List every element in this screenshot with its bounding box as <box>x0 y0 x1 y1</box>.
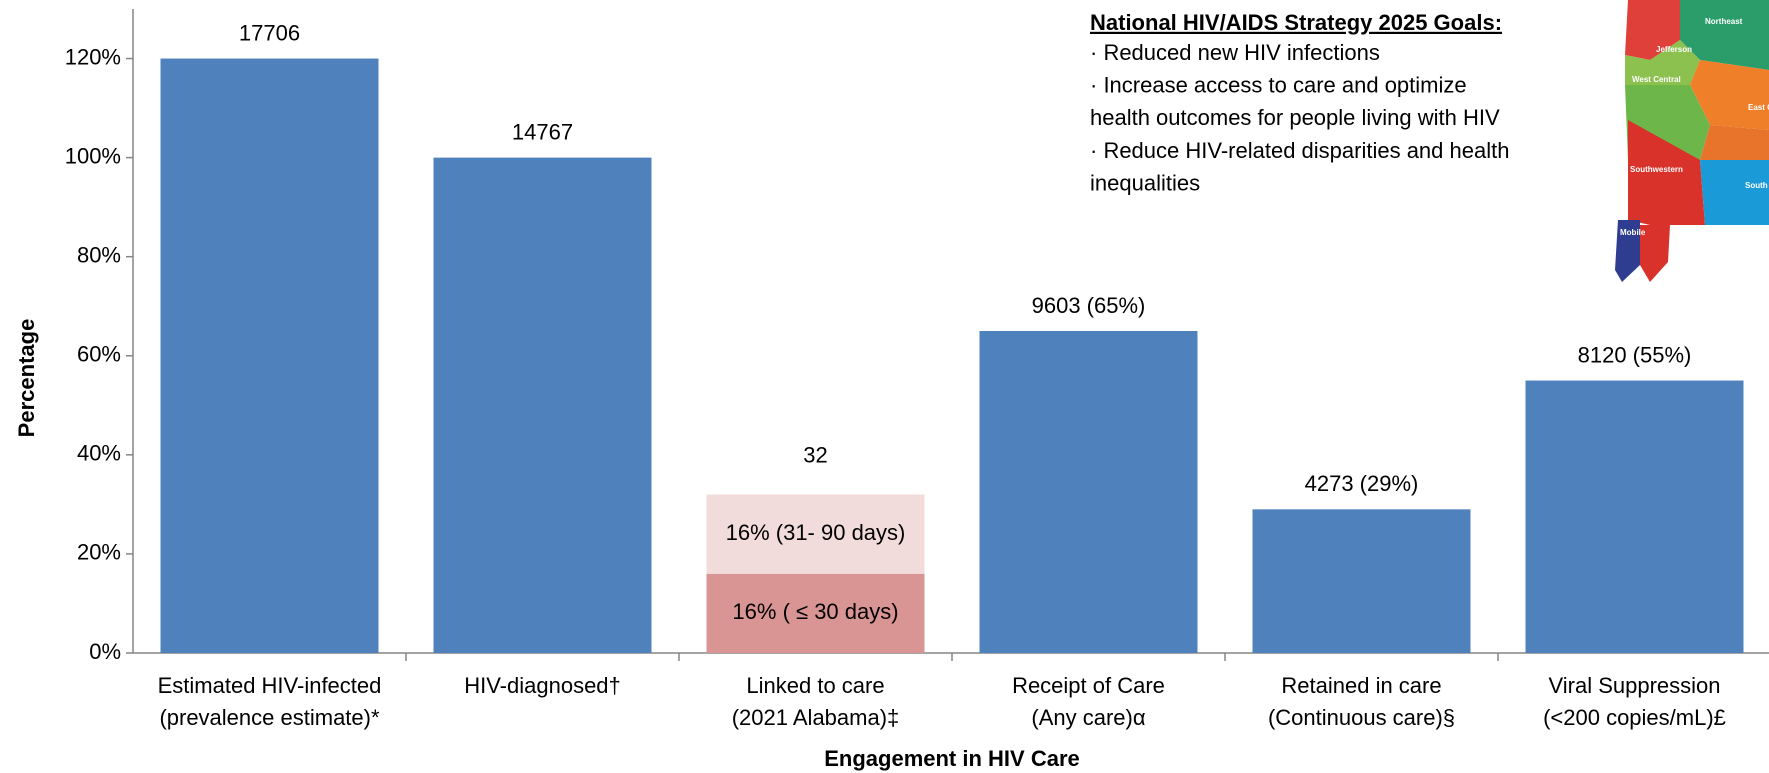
y-tick-label: 120% <box>65 44 121 69</box>
map-region <box>1700 125 1769 160</box>
goals-title: National HIV/AIDS Strategy 2025 Goals: <box>1090 10 1502 35</box>
bar-label: 8120 (55%) <box>1578 342 1692 367</box>
x-tick-label: Receipt of Care <box>1012 673 1165 698</box>
goals-line: · Increase access to care and optimize <box>1090 73 1467 98</box>
x-tick-label: (2021 Alabama)‡ <box>732 705 900 730</box>
x-tick-label: HIV-diagnosed† <box>464 673 621 698</box>
y-tick-label: 100% <box>65 143 121 168</box>
bar-label: 32 <box>803 442 827 467</box>
map-label: West Central <box>1632 75 1681 84</box>
x-tick-label: Retained in care <box>1281 673 1441 698</box>
y-tick-label: 60% <box>77 342 121 367</box>
bar <box>160 58 379 654</box>
map-label: South <box>1745 181 1768 190</box>
bar-label: 17706 <box>239 20 300 45</box>
x-tick-label: (Continuous care)§ <box>1268 705 1455 730</box>
map-region <box>1615 220 1640 282</box>
map-region <box>1690 60 1769 130</box>
bar <box>979 331 1198 653</box>
segment-label: 16% (31- 90 days) <box>726 520 906 545</box>
map-region <box>1625 0 1680 60</box>
region-map: Northeast Jefferson West Central East C … <box>1615 0 1769 282</box>
x-tick-label: Linked to care <box>746 673 884 698</box>
y-tick-label: 0% <box>89 639 121 664</box>
bar <box>1252 509 1471 653</box>
y-axis-title: Percentage <box>14 319 39 438</box>
y-tick-label: 40% <box>77 441 121 466</box>
goals-line: · Reduced new HIV infections <box>1090 40 1380 65</box>
x-axis-title: Engagement in HIV Care <box>824 746 1080 771</box>
x-tick-label: (<200 copies/mL)£ <box>1543 705 1726 730</box>
map-label: Mobile <box>1620 228 1646 237</box>
y-tick-label: 20% <box>77 540 121 565</box>
map-label: Northeast <box>1705 17 1743 26</box>
x-tick-label: (Any care)α <box>1031 705 1145 730</box>
map-label: Southwestern <box>1630 165 1683 174</box>
bar-label: 14767 <box>512 119 573 144</box>
y-tick-label: 80% <box>77 243 121 268</box>
map-label: East C <box>1748 103 1769 112</box>
segment-label: 16% ( ≤ 30 days) <box>732 599 898 624</box>
map-region <box>1680 0 1769 70</box>
x-tick-label: (prevalence estimate)* <box>159 705 380 730</box>
map-region <box>1700 160 1769 225</box>
goals-line: inequalities <box>1090 171 1200 196</box>
map-region <box>1625 40 1700 85</box>
stacked-segment <box>706 494 925 574</box>
bar <box>1525 380 1744 653</box>
goals-line: health outcomes for people living with H… <box>1090 105 1500 130</box>
stacked-segment <box>706 573 925 653</box>
map-region <box>1640 225 1670 282</box>
x-tick-label: Estimated HIV-infected <box>158 673 382 698</box>
bar <box>433 157 652 653</box>
map-region <box>1628 120 1705 225</box>
x-tick-label: Viral Suppression <box>1548 673 1720 698</box>
bar-label: 9603 (65%) <box>1032 293 1146 318</box>
bar-label: 4273 (29%) <box>1305 471 1419 496</box>
goals-line: · Reduce HIV-related disparities and hea… <box>1090 138 1509 163</box>
map-label: Jefferson <box>1656 45 1692 54</box>
